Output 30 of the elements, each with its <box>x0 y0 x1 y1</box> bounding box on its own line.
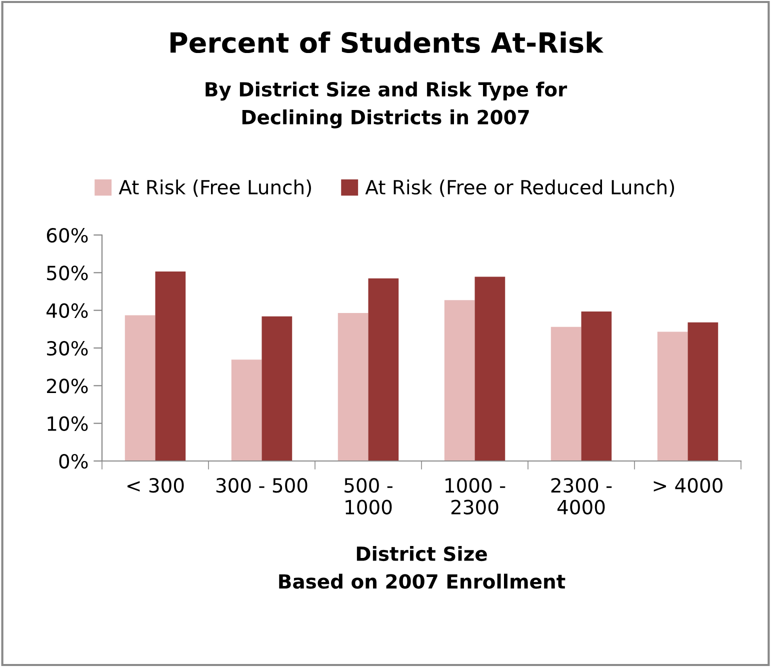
bar <box>688 322 718 461</box>
x-tick-label: 300 - 500 <box>216 478 308 493</box>
bar <box>550 326 582 461</box>
bar <box>262 316 292 461</box>
y-tick-label: 20% <box>47 378 88 394</box>
bar <box>231 360 262 461</box>
legend-label: At Risk (Free Lunch) <box>118 180 311 197</box>
x-tick-label: 1000 - 2300 <box>446 478 506 514</box>
x-tick-label: 2300 - 4000 <box>551 478 612 514</box>
y-tick-label: 60% <box>46 228 88 243</box>
y-tick-label: 40% <box>46 303 88 318</box>
bar <box>155 272 186 461</box>
y-tick-label: 0% <box>59 454 88 469</box>
bar <box>657 332 688 461</box>
bar <box>368 278 399 461</box>
bar <box>581 311 612 461</box>
y-tick-label: 10% <box>48 416 88 431</box>
x-tick-label: > 4000 <box>654 478 722 493</box>
chart-title: Percent of Students At-Risk <box>170 32 604 54</box>
legend-label: At Risk (Free or Reduced Lunch) <box>365 180 674 197</box>
bar <box>124 315 156 461</box>
y-tick-label: 50% <box>47 266 88 280</box>
x-tick-label: 500 - 1000 <box>344 478 392 514</box>
bar <box>338 312 368 461</box>
bar <box>474 276 506 461</box>
chart-subtitle: By District Size and Risk Type for Declining Districts in 2007 <box>206 82 568 128</box>
x-tick-label: < 300 <box>128 478 184 493</box>
bar <box>444 300 475 461</box>
y-tick-label: 30% <box>47 340 88 356</box>
x-axis-title: District Size Based on 2007 Enrollment <box>279 546 566 589</box>
